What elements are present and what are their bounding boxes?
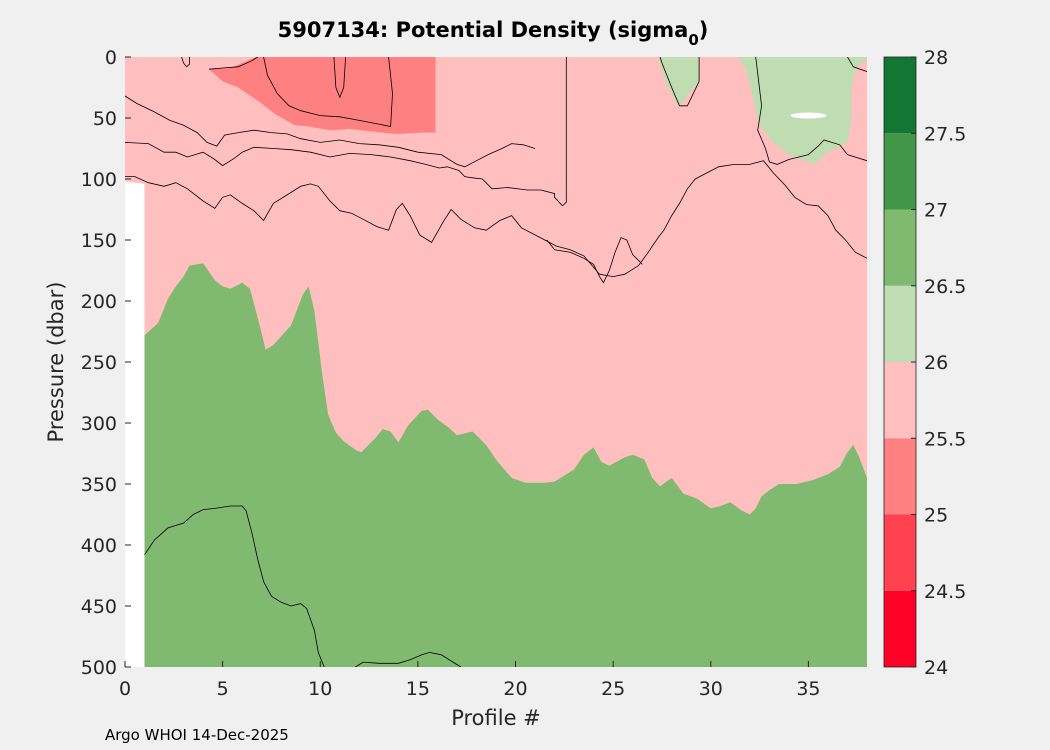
y-axis: 0 50 100 150 200 250 300 350 400 450 500 [81, 47, 131, 679]
y-tick-label: 100 [81, 169, 117, 191]
colorbar-segment [884, 209, 916, 286]
x-axis-label: Profile # [451, 706, 541, 730]
contour-25.5-cap [181, 57, 190, 68]
colorbar-label: 24.5 [924, 581, 966, 603]
missing-data-blob [790, 112, 827, 119]
region-sigma-26.5-27 [144, 263, 867, 667]
y-tick-label: 300 [81, 413, 117, 435]
annotations [790, 112, 827, 119]
contour-26.5 [125, 160, 867, 278]
y-axis-label: Pressure (dbar) [44, 282, 68, 443]
contour-25.5 [125, 95, 536, 168]
contour-27-bottom [355, 651, 462, 667]
colorbar-label: 26.5 [924, 276, 966, 298]
y-tick-label: 0 [105, 47, 117, 69]
contour-27 [144, 505, 325, 667]
contour-25-inner [263, 57, 393, 127]
contour-26-tip [847, 57, 867, 72]
y-tick-label: 250 [81, 352, 117, 374]
colorbar-label: 25.5 [924, 428, 966, 450]
y-tick-label: 450 [81, 596, 117, 618]
colorbar-segment [884, 514, 916, 591]
colorbar-label: 26 [924, 352, 948, 374]
x-tick-label: 15 [406, 678, 430, 700]
region-no-data-column [125, 181, 145, 667]
colorbar-segment [884, 590, 916, 667]
x-tick-label: 10 [308, 678, 332, 700]
x-tick-label: 5 [217, 678, 229, 700]
x-tick-label: 0 [119, 678, 131, 700]
contour-26.5-small [546, 237, 643, 284]
y-tick-label: 150 [81, 230, 117, 252]
colorbar-label: 27.5 [924, 123, 966, 145]
y-tick-label: 500 [81, 657, 117, 679]
contour-26-left [125, 57, 567, 207]
y-tick-label: 400 [81, 535, 117, 557]
plot-area [125, 57, 867, 667]
y-tick-label: 350 [81, 474, 117, 496]
colorbar-label: 25 [924, 505, 948, 527]
colorbar-label: 28 [924, 47, 948, 69]
region-sigma-26-26.5-mid [564, 57, 867, 165]
contour-26-right [755, 57, 867, 165]
colorbar-segment [884, 362, 916, 439]
colorbar-label: 27 [924, 200, 948, 222]
colorbar-segment [884, 133, 916, 210]
colorbar-label: 24 [924, 657, 948, 679]
colorbar-segment [884, 438, 916, 515]
y-tick-label: 200 [81, 291, 117, 313]
contour-24.5-inner [333, 57, 346, 99]
x-tick-label: 20 [503, 678, 527, 700]
footer-credit: Argo WHOI 14-Dec-2025 [105, 726, 289, 744]
colorbar: 24 24.5 25 25.5 26 26.5 27 27.5 28 [883, 47, 966, 679]
x-tick-label: 25 [601, 678, 625, 700]
x-tick-label: 35 [796, 678, 820, 700]
contour-26-hump [659, 57, 700, 107]
x-axis: 0 5 10 15 20 25 30 35 [119, 661, 821, 700]
density-regions [125, 57, 867, 667]
contour-lines [125, 57, 867, 667]
region-sigma-25-25.5 [209, 57, 436, 134]
colorbar-segment [884, 57, 916, 134]
colorbar-segment [884, 285, 916, 362]
y-tick-label: 50 [93, 108, 117, 130]
contour-25.5-top [208, 57, 259, 70]
x-tick-label: 30 [699, 678, 723, 700]
chart-title: 5907134: Potential Density (sigma0) [278, 18, 709, 49]
